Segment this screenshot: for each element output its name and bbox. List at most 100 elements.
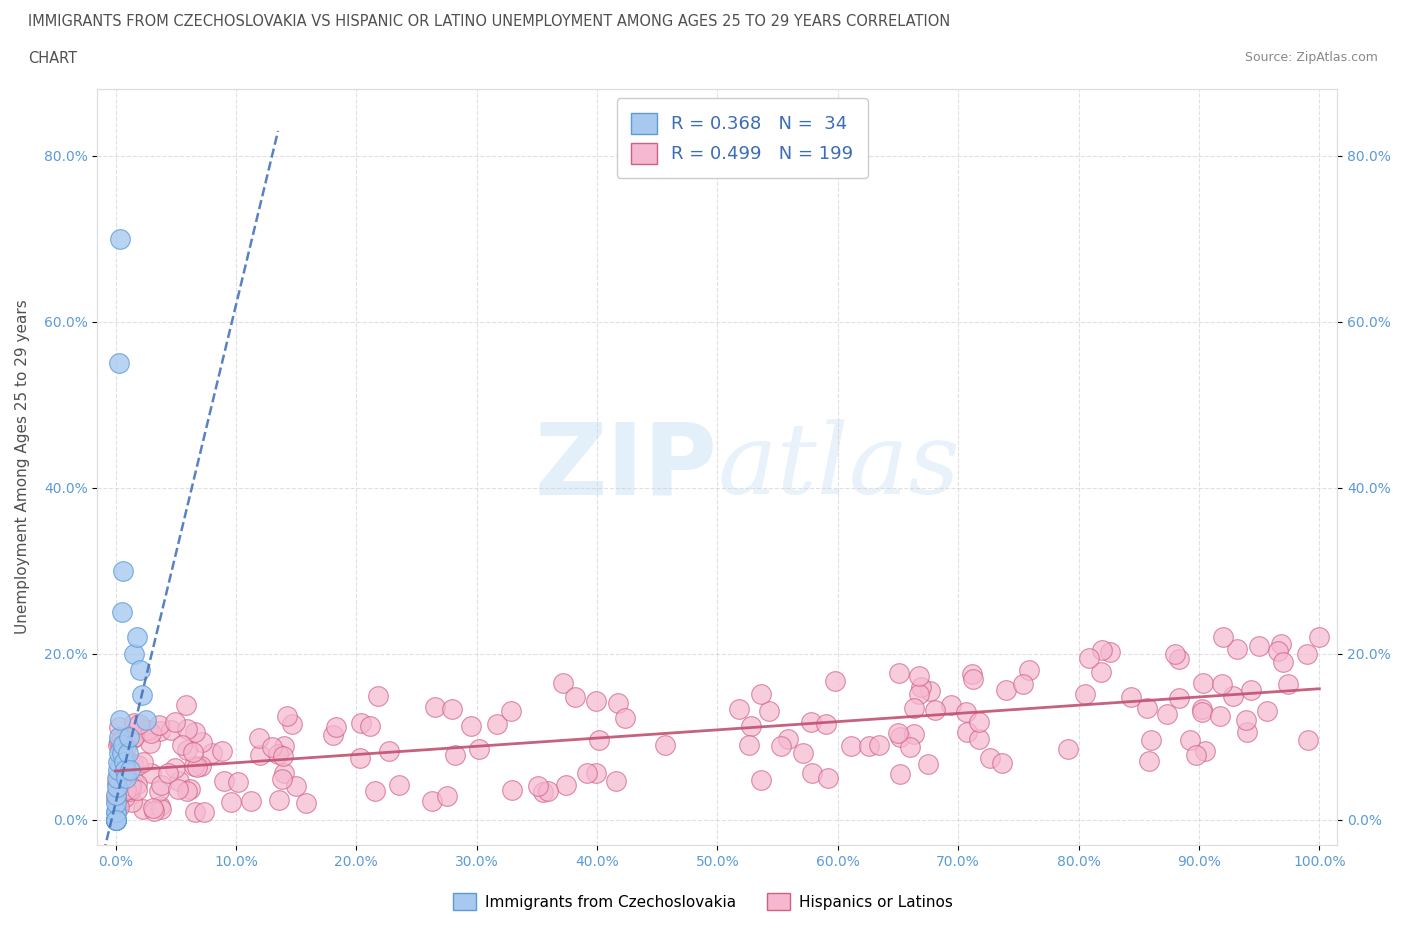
Point: [167, 782, 190, 797]
Point: [1234, 713, 1257, 728]
Point: [212, 774, 235, 789]
Point: [104, 813, 127, 828]
Point: [219, 794, 242, 809]
Point: [110, 604, 132, 619]
Point: [134, 722, 156, 737]
Point: [1277, 676, 1299, 691]
Point: [115, 740, 138, 755]
Point: [294, 796, 316, 811]
Point: [1226, 641, 1249, 656]
Point: [1119, 689, 1142, 704]
Point: [273, 739, 295, 754]
Point: [121, 794, 143, 809]
Point: [118, 783, 141, 798]
Point: [174, 698, 197, 712]
Point: [967, 732, 990, 747]
Point: [112, 754, 135, 769]
Point: [118, 729, 141, 744]
Point: [127, 725, 149, 740]
Point: [163, 761, 186, 776]
Point: [1077, 651, 1099, 666]
Point: [127, 630, 149, 644]
Point: [111, 737, 134, 752]
Point: [139, 735, 162, 750]
Point: [485, 717, 508, 732]
Point: [148, 783, 170, 798]
Point: [1090, 664, 1112, 679]
Point: [148, 718, 170, 733]
Point: [886, 725, 908, 740]
Point: [903, 726, 925, 741]
Point: [364, 783, 387, 798]
Point: [105, 775, 128, 790]
Point: [1191, 701, 1213, 716]
Point: [1191, 705, 1213, 720]
Point: [436, 789, 458, 804]
Point: [104, 813, 127, 828]
Point: [994, 683, 1017, 698]
Point: [107, 737, 129, 752]
Point: [443, 748, 465, 763]
Point: [114, 758, 136, 773]
Point: [271, 748, 294, 763]
Point: [107, 754, 129, 769]
Point: [1256, 704, 1278, 719]
Point: [247, 730, 270, 745]
Point: [163, 714, 186, 729]
Point: [956, 724, 979, 739]
Point: [176, 784, 198, 799]
Point: [501, 782, 523, 797]
Point: [273, 766, 295, 781]
Point: [271, 772, 294, 787]
Point: [142, 801, 165, 816]
Point: [607, 696, 630, 711]
Point: [167, 774, 190, 789]
Point: [553, 676, 575, 691]
Point: [924, 703, 946, 718]
Point: [104, 813, 127, 828]
Point: [800, 714, 823, 729]
Point: [1209, 709, 1232, 724]
Y-axis label: Unemployment Among Ages 25 to 29 years: Unemployment Among Ages 25 to 29 years: [15, 299, 30, 634]
Point: [115, 771, 138, 786]
Point: [118, 763, 141, 777]
Point: [1308, 630, 1330, 644]
Point: [108, 746, 131, 761]
Point: [122, 729, 145, 744]
Point: [420, 793, 443, 808]
Point: [322, 728, 344, 743]
Point: [148, 798, 170, 813]
Point: [107, 719, 129, 734]
Point: [110, 232, 132, 246]
Point: [588, 733, 610, 748]
Point: [738, 737, 761, 752]
Point: [107, 797, 129, 812]
Point: [770, 738, 793, 753]
Point: [1249, 638, 1271, 653]
Point: [1211, 677, 1233, 692]
Point: [132, 755, 155, 770]
Point: [107, 763, 129, 777]
Text: CHART: CHART: [28, 51, 77, 66]
Point: [117, 746, 139, 761]
Point: [115, 782, 138, 797]
Point: [139, 725, 162, 740]
Point: [104, 804, 127, 819]
Point: [239, 793, 262, 808]
Point: [1136, 700, 1159, 715]
Point: [176, 743, 198, 758]
Point: [114, 734, 136, 749]
Point: [107, 771, 129, 786]
Point: [527, 778, 550, 793]
Point: [614, 711, 637, 725]
Point: [817, 770, 839, 785]
Point: [1140, 733, 1163, 748]
Point: [193, 804, 215, 819]
Point: [367, 689, 389, 704]
Text: IMMIGRANTS FROM CZECHOSLOVAKIA VS HISPANIC OR LATINO UNEMPLOYMENT AMONG AGES 25 : IMMIGRANTS FROM CZECHOSLOVAKIA VS HISPAN…: [28, 14, 950, 29]
Point: [190, 759, 212, 774]
Point: [170, 737, 193, 752]
Point: [104, 804, 127, 819]
Point: [138, 723, 160, 737]
Point: [585, 765, 607, 780]
